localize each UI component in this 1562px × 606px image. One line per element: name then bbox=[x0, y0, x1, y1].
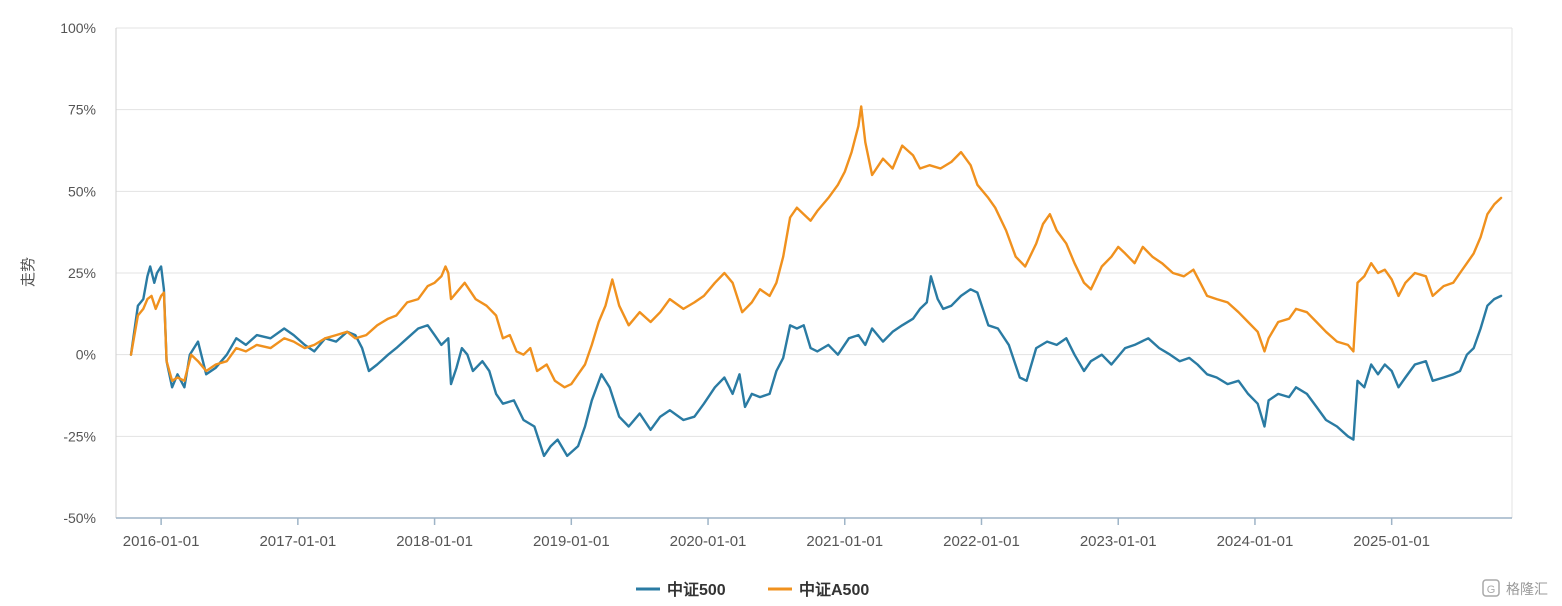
watermark-text: 格隆汇 bbox=[1506, 581, 1548, 597]
legend-item-1[interactable]: 中证A500 bbox=[768, 580, 869, 599]
legend-label-1: 中证A500 bbox=[799, 580, 869, 599]
y-tick-label: 0% bbox=[76, 347, 96, 363]
series-line-1[interactable] bbox=[129, 105, 1503, 389]
y-tick-label: -50% bbox=[63, 510, 96, 526]
watermark-logo-icon bbox=[1482, 579, 1500, 597]
y-tick-label: 100% bbox=[60, 20, 96, 36]
x-tick-label: 2019-01-01 bbox=[533, 533, 610, 550]
series-line-0[interactable] bbox=[129, 265, 1503, 458]
x-tick-label: 2021-01-01 bbox=[806, 533, 883, 550]
legend[interactable]: 中证500 中证A500 bbox=[636, 580, 869, 599]
gridlines bbox=[116, 27, 1513, 518]
x-tick-label: 2016-01-01 bbox=[123, 533, 200, 550]
x-tick-label: 2022-01-01 bbox=[943, 533, 1020, 550]
y-axis: -50% -25% 0% 25% 50% 75% 100% bbox=[60, 20, 117, 526]
y-tick-label: -25% bbox=[63, 428, 96, 444]
watermark-logo-glyph: G bbox=[1487, 584, 1496, 596]
y-tick-label: 50% bbox=[68, 183, 96, 199]
y-axis-title: 走势 bbox=[20, 257, 37, 287]
x-tick-label: 2024-01-01 bbox=[1217, 533, 1294, 550]
x-axis: 2016-01-01 2017-01-01 2018-01-01 2019-01-01… bbox=[116, 517, 1512, 550]
y-tick-label: 75% bbox=[68, 102, 96, 118]
x-tick-label: 2020-01-01 bbox=[670, 533, 747, 550]
legend-item-0[interactable]: 中证500 bbox=[636, 580, 726, 599]
watermark: G 格隆汇 bbox=[1482, 579, 1548, 597]
series-lines bbox=[129, 105, 1503, 458]
x-tick-label: 2017-01-01 bbox=[259, 533, 336, 550]
y-tick-label: 25% bbox=[68, 265, 96, 281]
x-tick-label: 2025-01-01 bbox=[1353, 533, 1430, 550]
x-tick-label: 2023-01-01 bbox=[1080, 533, 1157, 550]
legend-label-0: 中证500 bbox=[667, 580, 726, 599]
x-tick-label: 2018-01-01 bbox=[396, 533, 473, 550]
